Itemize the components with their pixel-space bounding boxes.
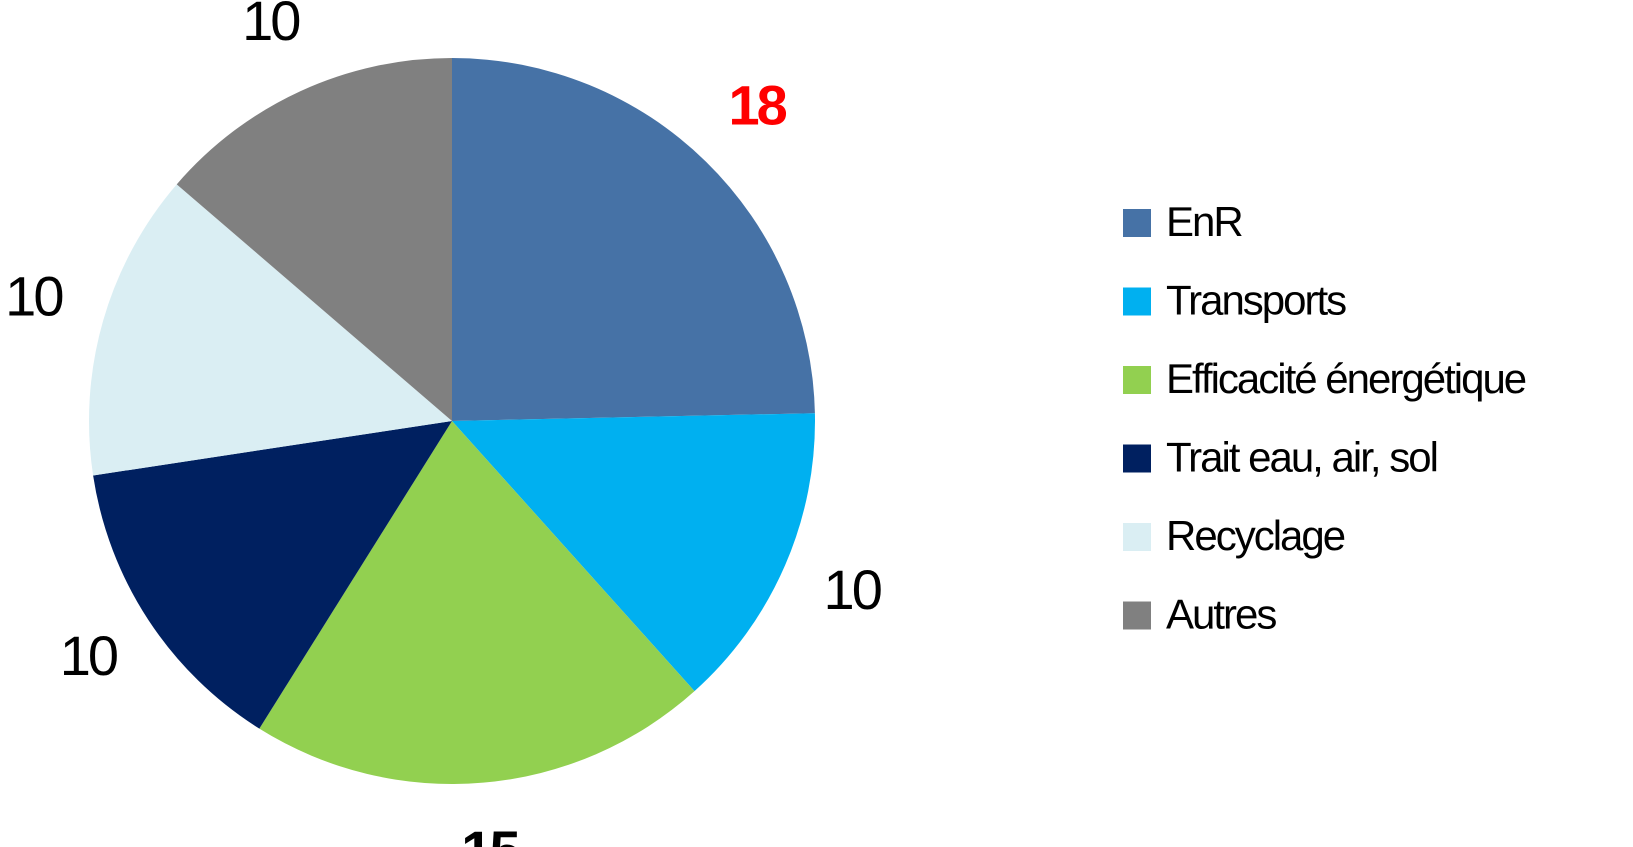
legend-swatch [1123, 287, 1151, 316]
legend-label: EnR [1166, 198, 1242, 245]
pie-slice [259, 421, 695, 784]
pie-slice [93, 421, 452, 729]
pie-slice [176, 58, 452, 421]
data-label: 10 [824, 558, 881, 621]
data-label: 18 [729, 73, 787, 136]
legend-label: Transports [1166, 277, 1346, 324]
legend-swatch [1123, 601, 1151, 630]
legend-label: Efficacité énergétique [1166, 355, 1526, 402]
pie-slice [452, 413, 815, 692]
data-label: 10 [60, 624, 117, 687]
data-label: 10 [5, 265, 62, 328]
legend-swatch [1123, 366, 1151, 394]
data-label: 15 [461, 819, 519, 847]
legend-label: Autres [1166, 591, 1276, 638]
legend-swatch [1123, 209, 1151, 237]
legend-label: Trait eau, air, sol [1166, 434, 1437, 481]
data-label: 10 [242, 0, 299, 52]
legend-swatch [1123, 444, 1151, 473]
legend-label: Recyclage [1166, 512, 1345, 559]
legend-swatch [1123, 523, 1151, 551]
pie-slice [452, 58, 815, 421]
pie-slice [88, 184, 452, 476]
